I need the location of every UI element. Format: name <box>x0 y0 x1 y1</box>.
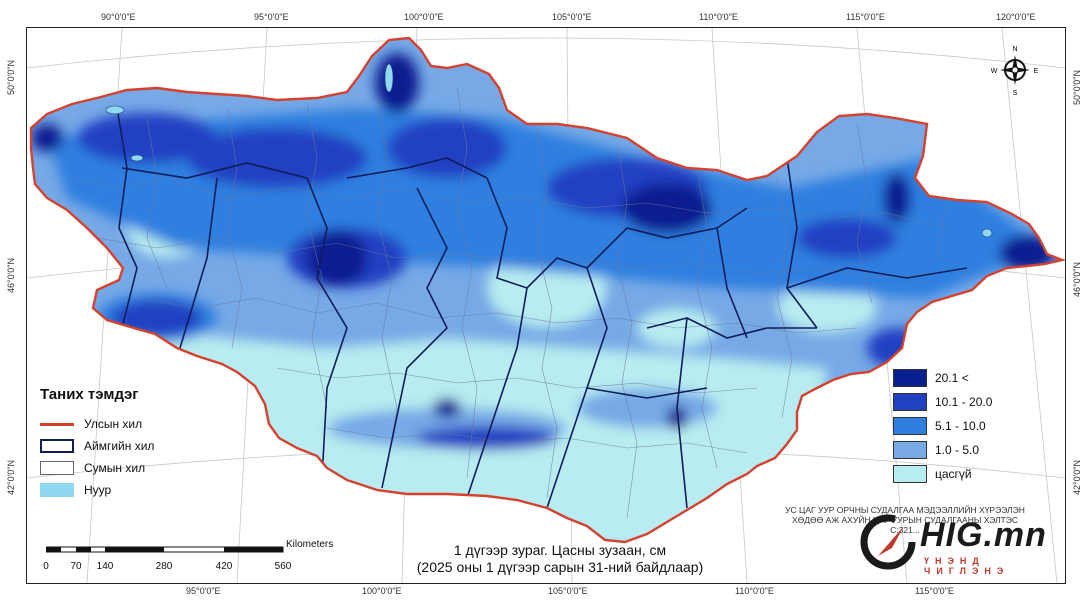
legend-item-soum-border: Сумын хил <box>40 457 210 479</box>
class-row: 5.1 - 10.0 <box>893 414 992 438</box>
class-label: 20.1 < <box>935 371 969 385</box>
tick-right-46n: 46°0'0"N <box>1072 262 1082 298</box>
hig-logo: HIG.mn ҮНЭНД ЧИГЛЭНЭ <box>858 512 1068 576</box>
tick-left-46n: 46°0'0"N <box>6 258 16 294</box>
tick-bottom-115e: 115°0'0"E <box>915 586 954 596</box>
legend-item-aimag-border: Аймгийн хил <box>40 435 210 457</box>
class-label: 10.1 - 20.0 <box>935 395 993 409</box>
tick-bottom-110e: 110°0'0"E <box>735 586 774 596</box>
tick-bottom-100e: 100°0'0"E <box>362 586 402 596</box>
agency-line: ХӨДӨӨ АЖ АХУЙН ЦАГ УУРЫН СУДАЛГААНЫ ХЭЛТ… <box>792 515 1018 525</box>
lake-buir <box>981 228 993 238</box>
logo-tagline: ҮНЭНД ЧИГЛЭНЭ <box>924 556 1010 576</box>
map-legend: Таних тэмдэг Улсын хил Аймгийн хил Сумын… <box>40 386 210 501</box>
class-swatch <box>893 369 927 387</box>
scale-labels: 0 70 140 280 420 560 <box>43 561 336 573</box>
tick-top-105e: 105°0'0"E <box>552 12 592 22</box>
agency-line: УС ЦАГ УУР ОРЧНЫ СУДАЛГАА МЭДЭЭЛЛИЙН ХҮР… <box>785 505 1025 515</box>
legend-item-national-border: Улсын хил <box>40 413 210 435</box>
scale-label: 0 <box>43 561 49 572</box>
tick-bottom-105e: 105°0'0"E <box>548 586 588 596</box>
tick-top-110e: 110°0'0"E <box>699 12 738 22</box>
compass-e: E <box>1034 68 1039 75</box>
scale-label: 280 <box>155 561 173 572</box>
red-line-icon <box>40 422 74 426</box>
tick-left-50n: 50°0'0"N <box>6 60 16 96</box>
class-swatch <box>893 465 927 483</box>
scale-label: 140 <box>96 561 114 572</box>
legend-label: Аймгийн хил <box>84 439 155 453</box>
legend-label: Нуур <box>84 483 112 497</box>
scale-label: 420 <box>215 561 233 572</box>
scale-bar-graphic <box>45 546 284 553</box>
map-frame: N S E W <box>26 27 1066 584</box>
tick-left-42n: 42°0'0"N <box>6 460 16 496</box>
tick-top-115e: 115°0'0"E <box>846 12 885 22</box>
tick-top-95e: 95°0'0"E <box>254 12 289 22</box>
class-swatch <box>893 393 927 411</box>
north-arrow-icon: N S E W <box>991 46 1039 95</box>
lake-khuvsgul <box>384 63 394 93</box>
navy-box-icon <box>40 439 74 453</box>
map-caption: 1 дүгээр зураг. Цасны зузаан, см (2025 о… <box>380 542 740 576</box>
lake-fill-icon <box>40 483 74 497</box>
class-swatch <box>893 441 927 459</box>
tick-top-120e: 120°0'0"E <box>996 12 1036 22</box>
scale-label: 560 <box>274 561 292 572</box>
logo-mark-icon <box>860 514 916 570</box>
logo-text: HIG.mn <box>920 516 1047 554</box>
scale-label: 70 <box>70 561 82 572</box>
tick-right-42n: 42°0'0"N <box>1072 460 1082 496</box>
tick-top-100e: 100°0'0"E <box>404 12 444 22</box>
class-row: 1.0 - 5.0 <box>893 438 992 462</box>
legend-label: Улсын хил <box>84 417 143 431</box>
legend-title: Таних тэмдэг <box>40 386 139 403</box>
compass-w: W <box>991 68 998 75</box>
lake-khyargas <box>130 154 144 162</box>
tick-bottom-95e: 95°0'0"E <box>186 586 221 596</box>
snow-depth-legend: 20.1 < 10.1 - 20.0 5.1 - 10.0 1.0 - 5.0 … <box>893 366 992 486</box>
class-swatch <box>893 417 927 435</box>
lakes <box>105 63 993 238</box>
snow-depth-map <box>27 28 1065 583</box>
soum-boundaries <box>66 87 948 519</box>
class-label: цасгүй <box>935 467 972 481</box>
gray-box-icon <box>40 461 74 475</box>
caption-title: 1 дүгээр зураг. Цасны зузаан, см <box>453 542 667 558</box>
class-row: 10.1 - 20.0 <box>893 390 992 414</box>
scale-bar: Kilometers 0 70 140 280 420 560 <box>43 539 336 573</box>
tick-right-50n: 50°0'0"N <box>1072 70 1082 106</box>
class-row: цасгүй <box>893 462 992 486</box>
compass-n: N <box>1012 46 1017 53</box>
tick-top-90e: 90°0'0"E <box>101 12 136 22</box>
aimag-boundaries <box>116 107 968 509</box>
class-label: 1.0 - 5.0 <box>935 443 980 457</box>
class-label: 5.1 - 10.0 <box>935 419 986 433</box>
agency-credit: УС ЦАГ УУР ОРЧНЫ СУДАЛГАА МЭДЭЭЛЛИЙН ХҮР… <box>770 505 1040 535</box>
legend-label: Сумын хил <box>84 461 146 475</box>
agency-line: С:321... <box>890 525 920 535</box>
scale-unit: Kilometers <box>286 539 334 550</box>
lake-uvs <box>105 105 125 115</box>
class-row: 20.1 < <box>893 366 992 390</box>
caption-date: (2025 оны 1 дүгээр сарын 31-ний байдлаар… <box>416 559 704 575</box>
legend-item-lake: Нуур <box>40 479 210 501</box>
compass-s: S <box>1013 90 1018 95</box>
